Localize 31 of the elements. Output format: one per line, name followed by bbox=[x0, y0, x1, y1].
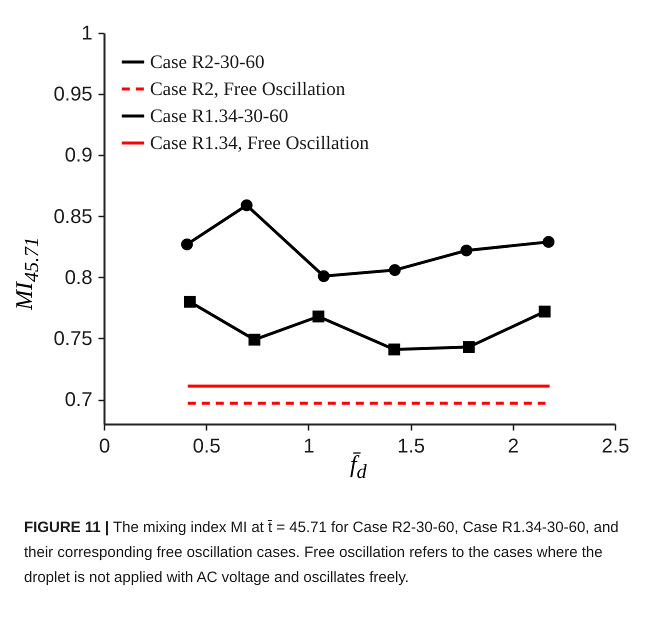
y-tick-label: 0.75 bbox=[54, 328, 92, 350]
x-axis-title: f̄$_{d}$ bbox=[350, 452, 367, 484]
y-tick-label: 0.9 bbox=[64, 144, 92, 167]
legend-label: Case R2-30-60 bbox=[150, 52, 265, 73]
x-tick-label: 1.5 bbox=[397, 436, 426, 458]
legend-label: Case R1.34, Free Oscillation bbox=[150, 133, 370, 154]
caption: FIGURE 11 | The mixing index MI at t̄ = 45.71 for Case R2-30-60, Case R1.34-30-60, and their corresponding free oscillation cases. Free oscillation refers to the cases where the droplet is not applied with AC voltage and oscillates freely. bbox=[24, 518, 620, 588]
point bbox=[462, 341, 475, 353]
point bbox=[248, 334, 260, 346]
point bbox=[184, 296, 196, 308]
point bbox=[388, 344, 400, 356]
y-tick-label: 1 bbox=[81, 22, 92, 44]
legend-label: Case R1.34-30-60 bbox=[150, 106, 288, 127]
x-tick-label: 1 bbox=[303, 436, 314, 458]
point bbox=[388, 264, 401, 276]
y-tick-label: 0.8 bbox=[64, 266, 92, 289]
point bbox=[181, 238, 193, 250]
x-tick-label: 2 bbox=[508, 436, 519, 458]
x-tick-label: 0 bbox=[98, 436, 110, 458]
point bbox=[538, 306, 551, 318]
x-tick-label: 0.5 bbox=[192, 436, 221, 458]
point bbox=[542, 236, 554, 248]
y-tick-label: 0.7 bbox=[64, 389, 92, 412]
point bbox=[312, 310, 324, 322]
point bbox=[240, 199, 253, 212]
point bbox=[318, 270, 330, 282]
point bbox=[460, 244, 472, 256]
y-tick-label: 0.95 bbox=[54, 84, 92, 106]
y-tick-label: 0.85 bbox=[54, 206, 92, 228]
x-tick-label: 2.5 bbox=[602, 436, 630, 458]
legend-label: Case R2, Free Oscillation bbox=[150, 79, 346, 100]
